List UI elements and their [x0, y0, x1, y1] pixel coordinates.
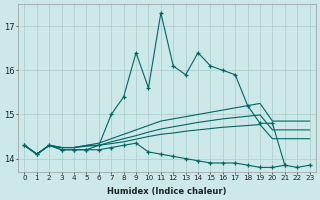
X-axis label: Humidex (Indice chaleur): Humidex (Indice chaleur) [107, 187, 227, 196]
